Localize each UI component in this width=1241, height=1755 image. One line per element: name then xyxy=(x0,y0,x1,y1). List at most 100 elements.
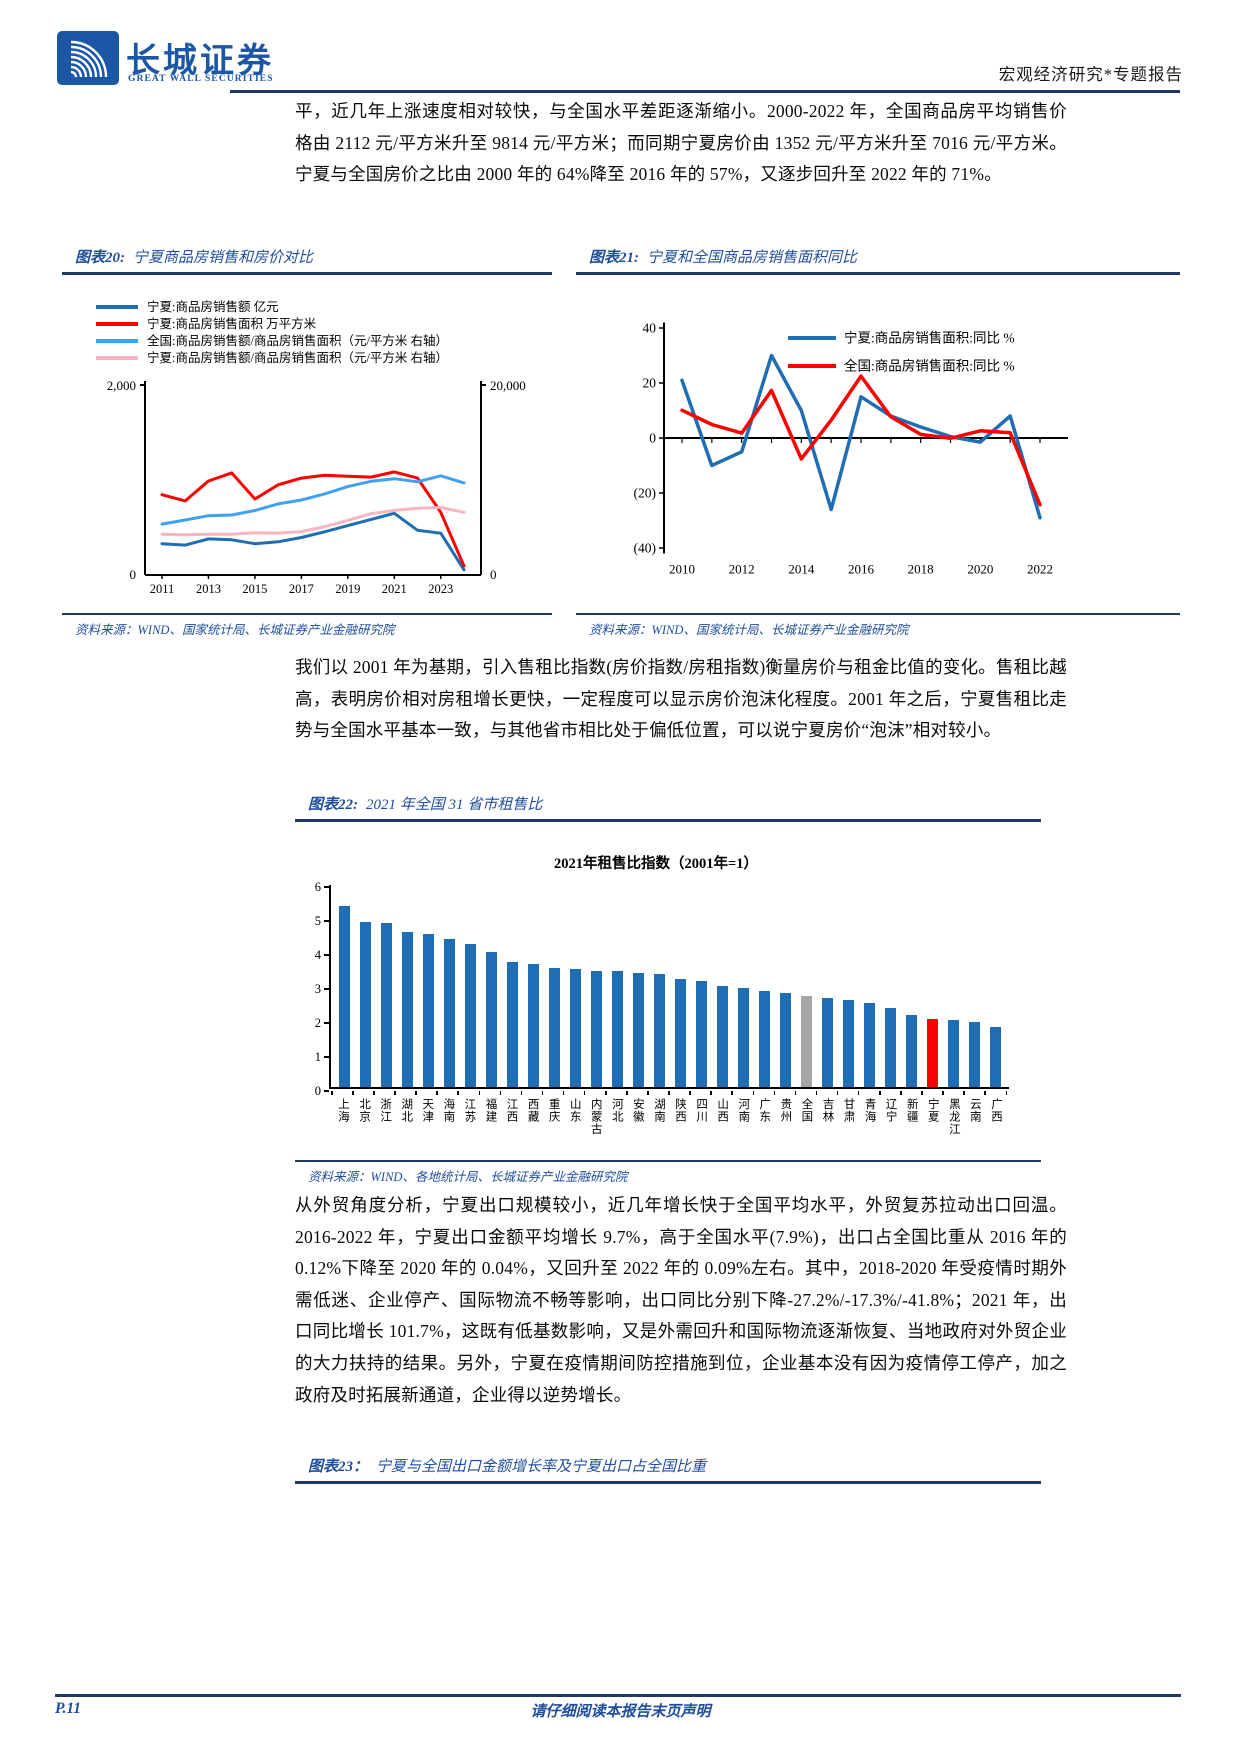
x-tick xyxy=(499,1090,502,1095)
svg-text:2011: 2011 xyxy=(150,582,175,596)
svg-text:2013: 2013 xyxy=(196,582,221,596)
legend-swatch xyxy=(96,305,138,309)
figure-22-source: 资料来源：WIND、各地统计局、长城证券产业金融研究院 xyxy=(308,1170,628,1184)
x-category-label: 北京 xyxy=(358,1097,371,1123)
bar-广西 xyxy=(990,1027,1001,1087)
svg-text:20: 20 xyxy=(643,375,657,390)
x-tick xyxy=(857,1090,860,1095)
bar-云南 xyxy=(969,1021,980,1087)
legend-swatch xyxy=(96,339,138,343)
figure-20-source: 资料来源：WIND、国家统计局、长城证券产业金融研究院 xyxy=(75,623,395,637)
y-tick xyxy=(324,1056,329,1058)
legend-label: 宁夏:商品房销售面积 万平方米 xyxy=(147,316,317,331)
x-tick xyxy=(984,1090,986,1095)
bar-北京 xyxy=(360,921,371,1087)
bar-青海 xyxy=(864,1003,875,1087)
figure-20-rule xyxy=(62,272,552,275)
x-tick xyxy=(331,1090,333,1095)
bar-吉林 xyxy=(822,998,833,1087)
bar-chart-bars xyxy=(329,884,1009,1089)
figure-22-rule xyxy=(295,819,1041,822)
legend-label: 全国:商品房销售面积:同比 % xyxy=(844,357,1015,373)
x-tick xyxy=(478,1090,481,1095)
svg-text:(40): (40) xyxy=(634,540,657,555)
x-tick xyxy=(352,1090,354,1095)
paragraph-2: 我们以 2001 年为基期，引入售租比指数(房价指数/房租指数)衡量房价与租金比… xyxy=(295,657,1067,741)
bar-chart-title: 2021年租售比指数（2001年=1） xyxy=(553,855,758,872)
legend-item: 宁夏:商品房销售额 亿元 xyxy=(96,299,552,316)
figure-21-title: 宁夏和全国商品房销售面积同比 xyxy=(647,250,858,266)
x-category-label: 贵州 xyxy=(779,1097,792,1123)
bar-内蒙古 xyxy=(591,970,602,1087)
legend-label: 全国:商品房销售额/商品房销售面积（元/平方米 右轴） xyxy=(147,333,449,348)
svg-text:0: 0 xyxy=(130,567,137,582)
x-category-label: 重庆 xyxy=(547,1097,560,1123)
x-tick xyxy=(394,1090,396,1095)
bar-山西 xyxy=(717,986,728,1087)
y-tick xyxy=(324,988,329,990)
x-category-label: 山东 xyxy=(568,1097,581,1123)
svg-text:2020: 2020 xyxy=(967,561,993,576)
x-category-label: 江西 xyxy=(505,1097,518,1123)
y-tick xyxy=(324,1022,329,1024)
bar-甘肃 xyxy=(843,999,854,1087)
series-line xyxy=(160,511,466,571)
bar-河南 xyxy=(738,987,749,1087)
x-category-label: 上海 xyxy=(337,1097,349,1123)
svg-text:2015: 2015 xyxy=(242,582,267,596)
legend-swatch xyxy=(96,356,138,360)
y-tick xyxy=(324,920,329,922)
x-tick xyxy=(942,1090,944,1095)
bar-海南 xyxy=(444,938,455,1087)
series-line xyxy=(680,353,1042,520)
bar-天津 xyxy=(423,933,434,1087)
x-tick xyxy=(562,1090,565,1095)
x-tick xyxy=(626,1090,628,1095)
figure-20-caption: 图表20: 宁夏商品房销售和房价对比 xyxy=(62,246,552,267)
x-tick xyxy=(773,1090,776,1095)
svg-text:20,000: 20,000 xyxy=(490,378,526,393)
figure-20-label: 图表20: xyxy=(75,250,125,266)
x-tick xyxy=(520,1090,523,1095)
figure-20-title: 宁夏商品房销售和房价对比 xyxy=(133,250,314,266)
y-tick xyxy=(324,954,329,956)
figure-22-caption: 图表22: 2021 年全国 31 省市租售比 xyxy=(295,793,1041,814)
x-category-label: 安徽 xyxy=(631,1097,644,1123)
x-tick xyxy=(963,1090,965,1095)
bar-黑龙江 xyxy=(948,1020,959,1087)
svg-text:2021: 2021 xyxy=(382,582,407,596)
y-tick-label: 1 xyxy=(314,1049,321,1064)
x-tick xyxy=(415,1090,417,1095)
series-line xyxy=(160,469,466,567)
figure-21-source: 资料来源：WIND、国家统计局、长城证券产业金融研究院 xyxy=(589,623,909,637)
figure-21-label: 图表21: xyxy=(589,250,639,266)
svg-text:0: 0 xyxy=(490,567,497,582)
great-wall-logo-icon xyxy=(57,31,119,85)
x-tick xyxy=(836,1090,839,1095)
figure-20-block: 图表20: 宁夏商品房销售和房价对比 宁夏:商品房销售额 亿元宁夏:商品房销售面积… xyxy=(62,246,552,638)
x-category-label: 云南 xyxy=(968,1097,981,1123)
figure-21-rule xyxy=(576,272,1180,275)
x-tick xyxy=(436,1090,438,1095)
figure-22-chart: 2021年租售比指数（2001年=1） 0 1 2 3 4 5 6 上海 北京 浙江 湖北 天津 海南… xyxy=(303,822,1015,1152)
figure-22-block: 图表22: 2021 年全国 31 省市租售比 2021年租售比指数（2001年=… xyxy=(295,793,1041,1185)
figure-20-chart: 2,000 0 20,000 0 2011 2013 2015 2017 2019 2021 202… xyxy=(107,378,526,596)
svg-text:2012: 2012 xyxy=(729,561,755,576)
x-category-label: 河北 xyxy=(610,1097,623,1123)
svg-text:0: 0 xyxy=(649,430,656,445)
logo-company-name-en: GREAT WALL SECURITIES xyxy=(128,74,274,84)
x-tick xyxy=(879,1090,881,1095)
legend-label: 宁夏:商品房销售额 亿元 xyxy=(147,299,279,314)
page-number: P.11 xyxy=(55,1700,81,1717)
bar-福建 xyxy=(486,952,497,1087)
svg-text:2022: 2022 xyxy=(1027,561,1053,576)
y-tick-label: 4 xyxy=(314,947,321,962)
legend-swatch xyxy=(96,322,138,326)
x-category-label: 辽宁 xyxy=(884,1097,897,1123)
bar-湖北 xyxy=(402,931,413,1087)
svg-text:2010: 2010 xyxy=(669,561,695,576)
x-tick xyxy=(731,1090,733,1095)
figure-21-source-rule xyxy=(576,612,1180,615)
figure-21-block: 图表21: 宁夏和全国商品房销售面积同比 40 20 0 (20) (40) 2010 201… xyxy=(576,246,1180,638)
series-line xyxy=(160,505,466,536)
